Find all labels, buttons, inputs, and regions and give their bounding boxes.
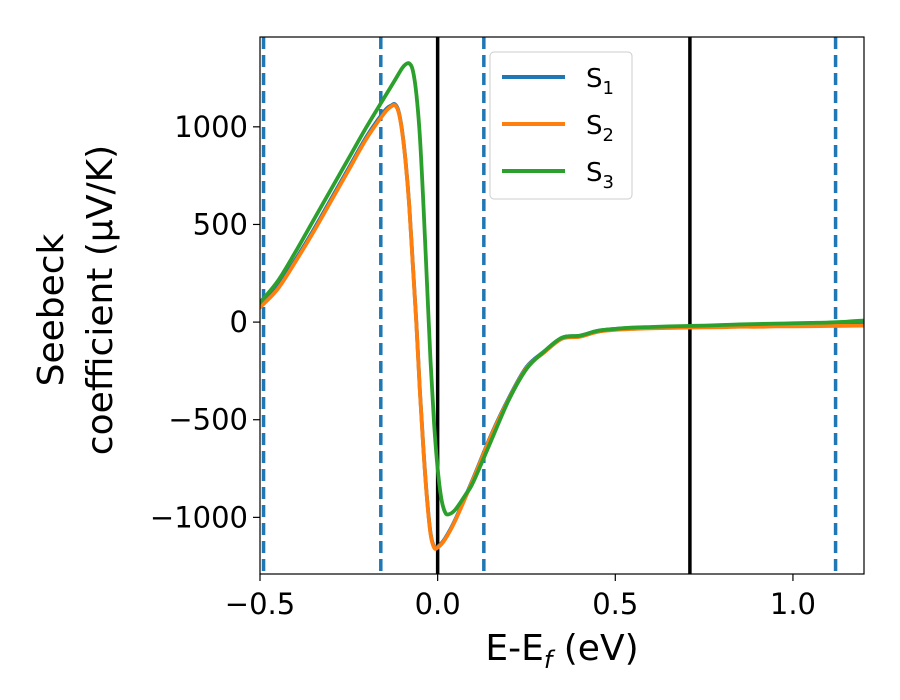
x-axis-label: E-Ef (eV) xyxy=(485,628,638,674)
legend-label-S2: S2 xyxy=(586,111,614,146)
y-tick-label-3: 500 xyxy=(193,207,248,241)
y-tick-label-2: 0 xyxy=(230,305,248,339)
y-tick-label-0: −1000 xyxy=(150,500,248,534)
legend-label-S1: S1 xyxy=(586,64,614,99)
x-axis-ticks: −0.5 0.0 0.5 1.0 xyxy=(225,574,816,621)
y-tick-label-4: 1000 xyxy=(174,110,248,144)
y-axis-label: Seebeck coefficient (μV/K) xyxy=(31,145,121,455)
plot-frame xyxy=(259,36,865,575)
legend: S1 S2 S3 xyxy=(489,51,633,200)
y-axis-label-line1: Seebeck xyxy=(31,233,72,386)
y-tick-label-1: −500 xyxy=(168,403,248,437)
x-tick-label-0: −0.5 xyxy=(225,587,295,621)
y-axis-label-line2: coefficient (μV/K) xyxy=(80,145,121,455)
series-lines xyxy=(260,61,864,551)
legend-label-S3: S3 xyxy=(586,158,614,193)
series-line-S2 xyxy=(260,102,864,551)
series-line-S3 xyxy=(260,61,864,517)
x-tick-label-2: 0.5 xyxy=(592,587,638,621)
x-tick-label-1: 0.0 xyxy=(415,587,461,621)
y-axis-ticks: −1000 −500 0 500 1000 xyxy=(150,110,260,534)
x-tick-label-3: 1.0 xyxy=(770,587,816,621)
